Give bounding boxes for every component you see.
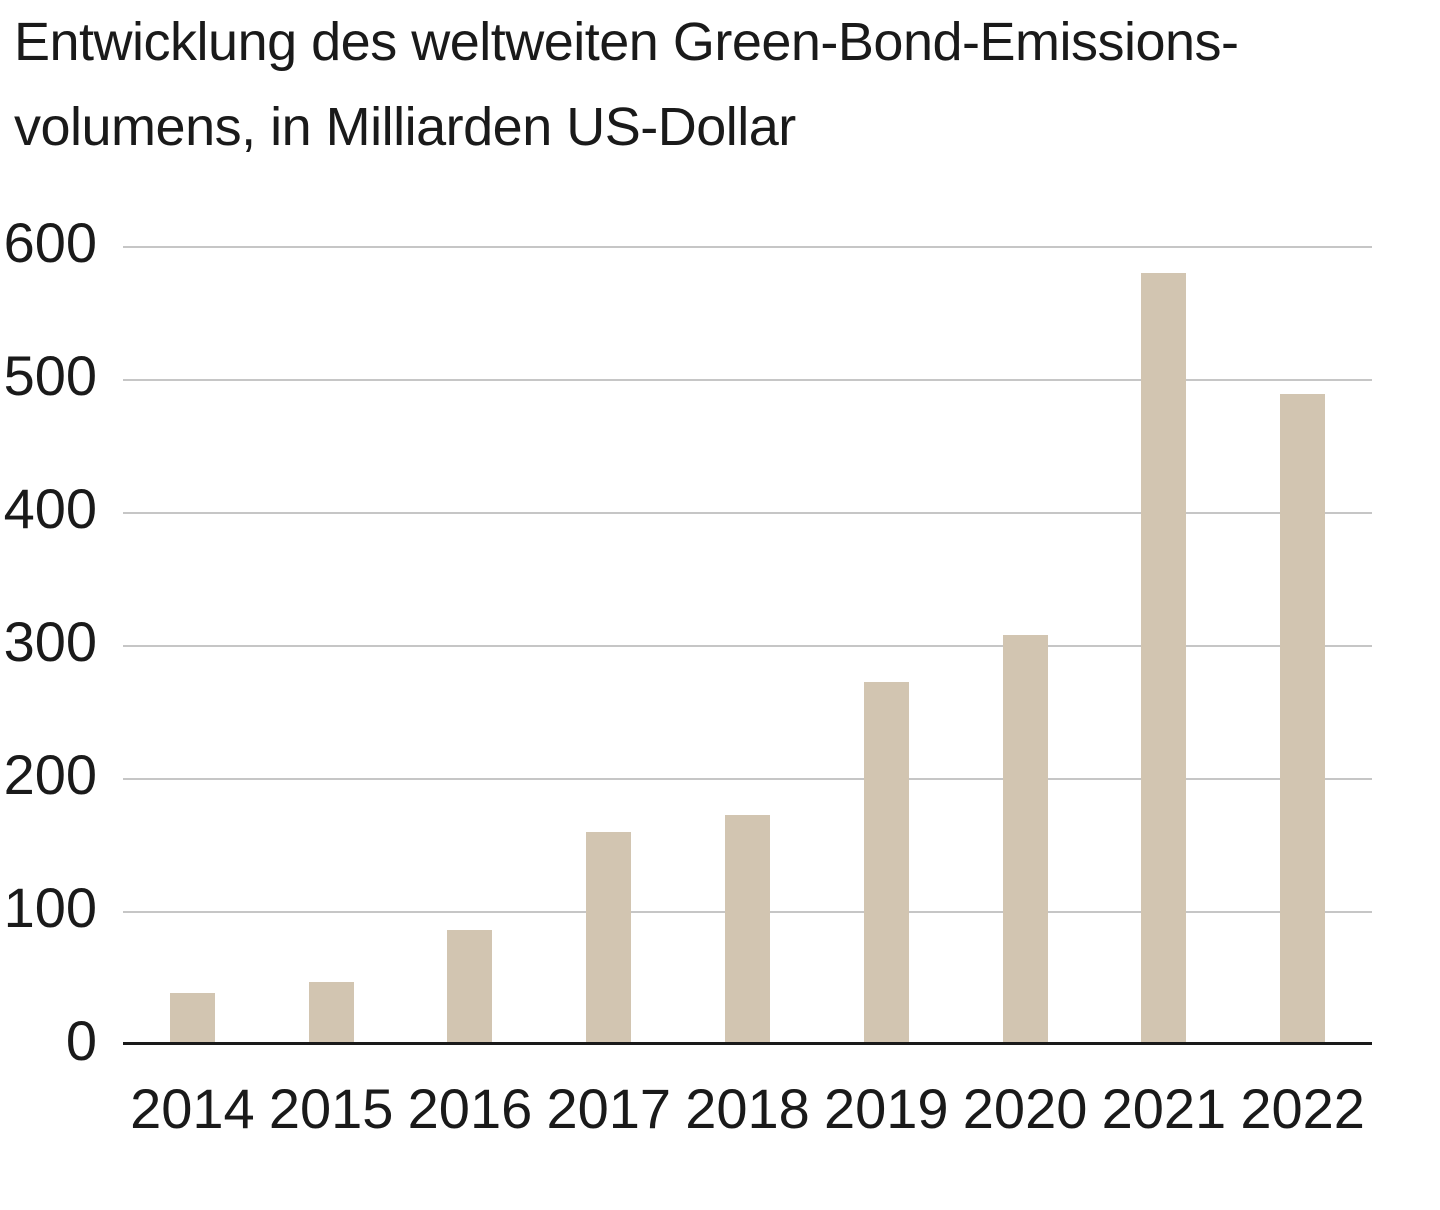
y-tick-label-200: 200 — [3, 743, 97, 806]
bar-band-2022 — [1233, 247, 1372, 1042]
bar-2022 — [1280, 394, 1326, 1042]
bar-band-2015 — [262, 247, 401, 1042]
x-axis-line — [123, 1042, 1372, 1045]
bar-2020 — [1002, 635, 1048, 1042]
y-tick-label-500: 500 — [3, 344, 97, 407]
x-axis: 2014 2015 2016 2017 2018 2019 2020 2021 2022 — [123, 1079, 1372, 1139]
x-tick-label-2018: 2018 — [685, 1077, 810, 1140]
x-tick-label-2016: 2016 — [407, 1077, 533, 1140]
y-tick-label-600: 600 — [3, 211, 97, 274]
gridline-600 — [123, 246, 1372, 248]
bar-band-2020 — [956, 247, 1095, 1042]
bar-2014 — [169, 992, 215, 1042]
y-tick-label-300: 300 — [3, 610, 97, 673]
x-tick-label-2017: 2017 — [546, 1077, 672, 1140]
bar-2018 — [725, 814, 771, 1042]
y-axis: 0 100 200 300 400 500 600 — [0, 215, 97, 1069]
x-tick-label-2022: 2022 — [1240, 1077, 1365, 1140]
chart-title-line-2: volumens, in Milliarden US-Dollar — [14, 97, 796, 157]
gridline-300 — [123, 645, 1372, 647]
chart-title: Entwicklung des weltweiten Green-Bond-Em… — [14, 0, 1239, 170]
plot-area — [123, 246, 1372, 1045]
y-tick-label-0: 0 — [65, 1009, 97, 1072]
bar-band-2014 — [123, 247, 262, 1042]
bar-band-2016 — [401, 247, 540, 1042]
bar-2016 — [447, 930, 493, 1042]
bar-2021 — [1141, 273, 1187, 1042]
gridline-400 — [123, 512, 1372, 514]
bar-band-2019 — [817, 247, 956, 1042]
bar-2017 — [586, 831, 632, 1042]
gridline-500 — [123, 379, 1372, 381]
y-tick-label-400: 400 — [3, 477, 97, 540]
x-tick-label-2014: 2014 — [130, 1077, 255, 1140]
bar-2015 — [308, 982, 354, 1042]
bar-band-2018 — [678, 247, 817, 1042]
bar-band-2021 — [1094, 247, 1233, 1042]
bar-band-2017 — [539, 247, 678, 1042]
x-tick-label-2021: 2021 — [1101, 1077, 1227, 1140]
x-tick-label-2019: 2019 — [824, 1077, 949, 1140]
x-tick-label-2020: 2020 — [962, 1077, 1088, 1140]
bars-row — [123, 247, 1372, 1042]
x-tick-label-2015: 2015 — [268, 1077, 394, 1140]
bar-2019 — [863, 681, 909, 1042]
chart-title-line-1: Entwicklung des weltweiten Green-Bond-Em… — [14, 12, 1239, 72]
gridline-200 — [123, 778, 1372, 780]
y-tick-label-100: 100 — [3, 876, 97, 939]
